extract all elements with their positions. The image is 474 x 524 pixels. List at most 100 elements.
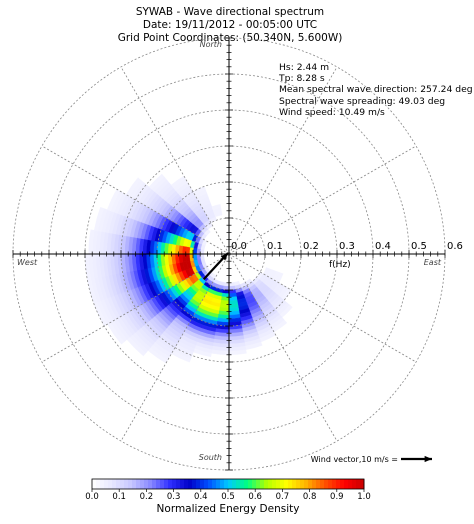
colorbar-segment	[236, 479, 241, 489]
colorbar-segment	[360, 479, 365, 489]
colorbar-tick-label: 0.3	[167, 492, 181, 502]
colorbar-segment	[92, 479, 97, 489]
colorbar-tick-label: 0.4	[194, 492, 208, 502]
colorbar-segment	[164, 479, 169, 489]
grid-spoke	[41, 253, 230, 363]
colorbar: 0.0 0.1 0.2 0.3 0.4 0.5 0.6 0.7 0.8 0.9 1.0	[85, 478, 371, 502]
grid-spoke	[228, 145, 417, 255]
colorbar-segment	[356, 479, 361, 489]
colorbar-tick-label: 0.0	[85, 492, 99, 502]
colorbar-segment	[340, 479, 345, 489]
compass-west: West	[17, 258, 38, 267]
colorbar-tick-label: 0.7	[276, 492, 290, 502]
colorbar-segment	[192, 479, 197, 489]
spectrum-cell	[199, 248, 205, 255]
colorbar-tick-label: 0.8	[303, 492, 317, 502]
chart-title-block: SYWAB - Wave directional spectrum Date: …	[0, 6, 460, 45]
colorbar-segment	[304, 479, 309, 489]
radial-tick-label: 0.4	[375, 241, 391, 252]
colorbar-tick-label: 0.1	[112, 492, 126, 502]
mean-wave-direction: Mean spectral wave direction: 257.24 deg	[279, 84, 473, 96]
spectrum-cell	[228, 285, 236, 291]
colorbar-segment	[312, 479, 317, 489]
radial-tick-label: 0.5	[411, 241, 427, 252]
colorbar-segment	[252, 479, 257, 489]
colorbar-segment	[116, 479, 121, 489]
colorbar-segment	[272, 479, 277, 489]
colorbar-tick-label: 0.5	[221, 492, 235, 502]
colorbar-segment	[232, 479, 237, 489]
colorbar-segment	[320, 479, 325, 489]
wave-spreading: Spectral wave spreading: 49.03 deg	[279, 95, 446, 107]
colorbar-segment	[132, 479, 137, 489]
compass-south: South	[199, 453, 222, 462]
spectrum-heatmap	[84, 173, 293, 364]
spectrum-cell	[125, 177, 142, 197]
colorbar-tick-label: 0.6	[248, 492, 262, 502]
wind-vector: Wind vector,10 m/s =	[202, 252, 432, 464]
colorbar-segment	[204, 479, 209, 489]
colorbar-segment	[112, 479, 117, 489]
spectrum-cell	[199, 253, 205, 260]
peak-period: Tp: 8.28 s	[279, 73, 325, 85]
colorbar-segment	[100, 479, 105, 489]
colorbar-segment	[224, 479, 229, 489]
colorbar-segment	[244, 479, 249, 489]
colorbar-segment	[332, 479, 337, 489]
colorbar-segment	[328, 479, 333, 489]
colorbar-label: Normalized Energy Density	[156, 503, 300, 515]
colorbar-segment	[240, 479, 245, 489]
colorbar-segment	[256, 479, 261, 489]
colorbar-segment	[184, 479, 189, 489]
spectrum-cell	[94, 206, 105, 232]
spectrum-cell	[88, 229, 95, 255]
colorbar-segment	[96, 479, 101, 489]
wind-speed: Wind speed: 10.49 m/s	[279, 106, 385, 118]
colorbar-segment	[216, 479, 221, 489]
grid-spoke	[228, 253, 338, 442]
spectrum-cell	[192, 247, 198, 255]
colorbar-segment	[276, 479, 281, 489]
chart-title: SYWAB - Wave directional spectrum	[135, 6, 325, 18]
radial-axis-label: f(Hz)	[329, 260, 351, 270]
colorbar-segment	[208, 479, 213, 489]
colorbar-segment	[288, 479, 293, 489]
colorbar-segment	[324, 479, 329, 489]
colorbar-segment	[260, 479, 265, 489]
colorbar-segment	[336, 479, 341, 489]
colorbar-segment	[176, 479, 181, 489]
colorbar-segment	[152, 479, 157, 489]
colorbar-segment	[128, 479, 133, 489]
compass-east: East	[424, 258, 442, 267]
colorbar-segment	[168, 479, 173, 489]
colorbar-segment	[280, 479, 285, 489]
colorbar-segment	[188, 479, 193, 489]
colorbar-segment	[296, 479, 301, 489]
colorbar-segment	[344, 479, 349, 489]
colorbar-segment	[264, 479, 269, 489]
colorbar-segment	[124, 479, 129, 489]
significant-wave-height: Hs: 2.44 m	[279, 62, 330, 73]
colorbar-segment	[140, 479, 145, 489]
colorbar-segment	[348, 479, 353, 489]
colorbar-segment	[148, 479, 153, 489]
radial-tick-label: 0.1	[267, 241, 283, 252]
colorbar-segment	[352, 479, 357, 489]
colorbar-segment	[300, 479, 305, 489]
colorbar-segment	[180, 479, 185, 489]
colorbar-segment	[120, 479, 125, 489]
colorbar-segment	[284, 479, 289, 489]
grid-spoke	[120, 253, 230, 442]
spectrum-cell	[148, 173, 165, 190]
grid-spoke	[120, 66, 230, 255]
radial-tick-label: 0.0	[231, 241, 247, 252]
colorbar-segment	[200, 479, 205, 489]
colorbar-segment	[228, 479, 233, 489]
radial-tick-label: 0.3	[339, 241, 355, 252]
colorbar-segment	[316, 479, 321, 489]
colorbar-tick-label: 1.0	[357, 492, 371, 502]
wind-legend-label: Wind vector,10 m/s =	[311, 455, 398, 464]
colorbar-segment	[292, 479, 297, 489]
grid-spoke	[228, 66, 338, 255]
